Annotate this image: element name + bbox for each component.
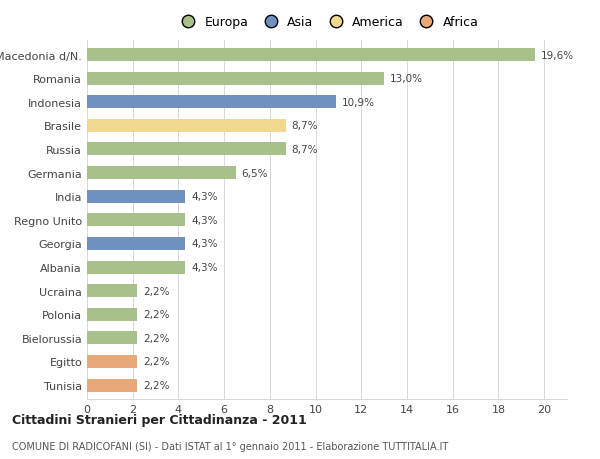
Legend: Europa, Asia, America, Africa: Europa, Asia, America, Africa [173,13,481,32]
Text: COMUNE DI RADICOFANI (SI) - Dati ISTAT al 1° gennaio 2011 - Elaborazione TUTTITA: COMUNE DI RADICOFANI (SI) - Dati ISTAT a… [12,441,448,451]
Bar [87,308,137,321]
Text: 4,3%: 4,3% [191,263,218,273]
Bar [87,167,236,179]
Bar [87,120,286,133]
Text: 2,2%: 2,2% [143,380,170,390]
Bar [87,190,185,203]
Text: 2,2%: 2,2% [143,333,170,343]
Bar [87,331,137,345]
Text: 13,0%: 13,0% [390,74,423,84]
Text: Cittadini Stranieri per Cittadinanza - 2011: Cittadini Stranieri per Cittadinanza - 2… [12,413,307,426]
Bar [87,96,336,109]
Bar [87,379,137,392]
Bar [87,49,535,62]
Text: 8,7%: 8,7% [292,121,318,131]
Text: 4,3%: 4,3% [191,215,218,225]
Text: 10,9%: 10,9% [342,98,375,107]
Text: 2,2%: 2,2% [143,309,170,319]
Bar [87,237,185,250]
Text: 2,2%: 2,2% [143,357,170,367]
Text: 4,3%: 4,3% [191,192,218,202]
Bar [87,261,185,274]
Bar [87,143,286,156]
Text: 6,5%: 6,5% [241,168,268,178]
Text: 19,6%: 19,6% [541,50,574,61]
Text: 4,3%: 4,3% [191,239,218,249]
Bar [87,355,137,368]
Text: 8,7%: 8,7% [292,145,318,155]
Bar [87,285,137,297]
Text: 2,2%: 2,2% [143,286,170,296]
Bar [87,73,384,85]
Bar [87,214,185,227]
